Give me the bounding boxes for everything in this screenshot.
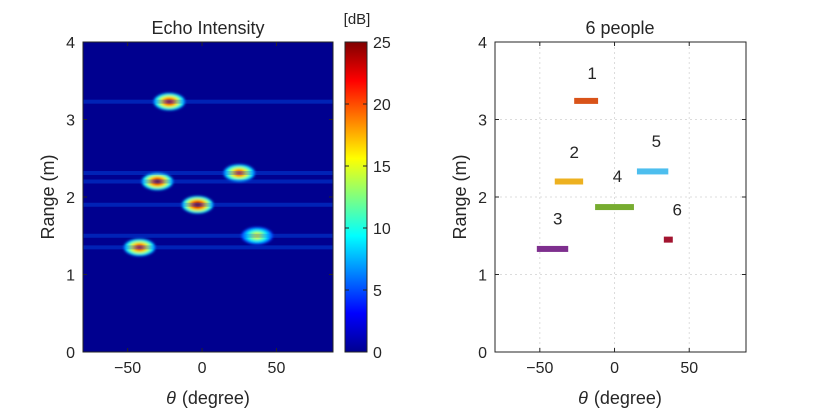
x-tick-label: 50 [680,360,698,377]
colorbar-label: [dB] [344,11,371,28]
colorbar-tick-label: 10 [373,221,391,238]
heatmap-blob-level [166,99,172,104]
heatmap-blob-level [136,245,143,250]
x-tick-label: 0 [198,360,207,377]
clusters-labels: 1 2 3 4 5 6 [553,64,682,229]
heatmap-blob-level [154,179,161,184]
heatmap-blob [123,238,156,257]
y-tick-label: 1 [66,268,75,285]
cluster-label-1: 1 [587,64,596,83]
clusters-x-axis-text: (degree) [594,388,662,408]
cluster-label-5: 5 [652,132,661,151]
heatmap-blob [181,196,214,214]
heatmap-x-axis-text: (degree) [182,388,250,408]
heatmap-blob-level [236,171,242,175]
heatmap-blob [223,164,256,182]
heatmap-y-axis-label: Range (m) [38,154,58,239]
y-tick-label: 2 [478,190,487,207]
x-tick-label: 50 [268,360,286,377]
heatmap-x-ticks: −50 0 50 [114,42,285,377]
heatmap-blob-level [254,233,260,238]
y-tick-label: 0 [478,345,487,362]
heatmap-sidelobe [83,202,333,207]
heatmap-sidelobe [83,170,333,175]
y-tick-label: 0 [66,345,75,362]
heatmap-blob [153,92,186,111]
heatmap-blob [241,227,273,245]
colorbar-tick-label: 15 [373,159,391,176]
clusters-x-axis-symbol: θ [578,388,588,408]
y-tick-label: 4 [66,35,75,52]
x-tick-label: −50 [114,360,141,377]
x-tick-label: 0 [610,360,619,377]
heatmap-background [83,42,333,352]
y-tick-label: 3 [478,113,487,130]
colorbar-ticks: 0 5 10 15 20 25 [345,35,391,362]
clusters-x-ticks: −50 0 50 [526,42,698,377]
cluster-mark-1 [574,97,599,104]
x-tick-label: −50 [526,360,553,377]
clusters-marks [536,97,673,252]
heatmap-x-axis-symbol: θ [166,388,176,408]
heatmap-y-ticks: 0 1 2 3 4 [66,35,333,362]
cluster-label-4: 4 [613,167,622,186]
heatmap-sidelobe [83,179,333,184]
cluster-label-3: 3 [553,210,562,229]
colorbar-tick-label: 20 [373,97,391,114]
clusters-x-axis-label: θ (degree) [578,388,662,408]
heatmap-blobs [123,92,273,257]
clusters-y-axis-label: Range (m) [450,154,470,239]
y-tick-label: 2 [66,190,75,207]
colorbar: [dB] 0 5 10 15 20 25 [344,11,391,362]
cluster-mark-4 [595,204,634,211]
heatmap-sidelobe [83,245,333,250]
heatmap-panel: Echo Intensity −50 0 50 0 1 2 3 4 θ (degree) Ra… [38,18,334,408]
y-tick-label: 3 [66,113,75,130]
cluster-mark-3 [536,245,569,252]
heatmap-blob [141,172,174,191]
colorbar-gradient [344,41,368,353]
clusters-y-ticks: 0 1 2 3 4 [478,35,746,362]
heatmap-stripes [83,99,333,250]
colorbar-tick-label: 5 [373,283,382,300]
cluster-mark-2 [554,178,584,185]
y-tick-label: 4 [478,35,487,52]
cluster-mark-5 [636,168,669,175]
cluster-mark-6 [663,236,673,243]
colorbar-tick-label: 0 [373,345,382,362]
heatmap-sidelobe [83,99,333,104]
heatmap-title: Echo Intensity [151,18,264,38]
heatmap-sidelobe [83,233,333,238]
heatmap-blob-level [194,202,201,207]
colorbar-tick-label: 25 [373,35,391,52]
clusters-title: 6 people [585,18,654,38]
cluster-label-6: 6 [673,200,682,219]
y-tick-label: 1 [478,268,487,285]
cluster-label-2: 2 [569,143,578,162]
clusters-panel: 6 people 1 2 3 4 5 6 −50 0 50 0 1 2 3 4 θ (degree) R… [450,18,747,408]
heatmap-x-axis-label: θ (degree) [166,388,250,408]
